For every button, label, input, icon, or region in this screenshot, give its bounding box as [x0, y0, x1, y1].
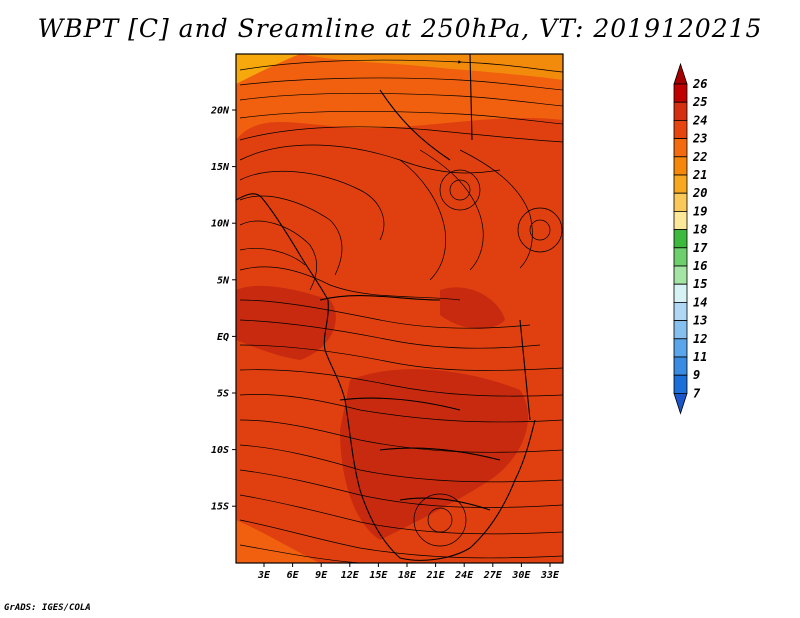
- lon-tick-label: 3E: [257, 570, 271, 581]
- lon-tick-label: 27E: [483, 570, 503, 581]
- lon-tick-label: 6E: [287, 570, 300, 581]
- grads-credit: GrADS: IGES/COLA: [4, 603, 91, 613]
- colorbar-bin: [673, 229, 688, 249]
- lon-tick-label: 9E: [315, 570, 328, 581]
- colorbar-bin: [673, 356, 688, 376]
- field-north-orange: [300, 54, 563, 80]
- field-south-dark: [340, 369, 529, 540]
- lat-tick-label: 10S: [211, 445, 229, 456]
- field-northwest-amber: [236, 54, 300, 84]
- lon-tick-label: 12E: [341, 570, 360, 581]
- lat-tick-label: EQ: [217, 332, 229, 343]
- field-north-light: [236, 54, 563, 140]
- lon-tick-label: 15E: [369, 570, 388, 581]
- colorbar-level-label: 24: [692, 113, 707, 127]
- latitude-axis: 20N 15N 10N 5N EQ 5S 10S 15S: [210, 106, 236, 513]
- colorbar-bin: [673, 83, 688, 103]
- lon-tick-label: 30E: [511, 570, 531, 581]
- colorbar-bin: [673, 174, 688, 194]
- map-frame: [235, 53, 564, 564]
- colorbar-level-label: 11: [693, 350, 707, 364]
- colorbar-level-label: 7: [693, 386, 701, 400]
- colorbar-bin: [673, 101, 688, 121]
- colorbar-level-label: 23: [692, 132, 707, 146]
- colorbar-bottom-arrow: [673, 393, 688, 415]
- colorbar-level-label: 16: [693, 259, 707, 273]
- colorbar-level-label: 13: [693, 314, 707, 328]
- country-borders: [236, 54, 536, 561]
- lat-tick-label: 20N: [210, 106, 230, 117]
- lon-tick-label: 18E: [398, 570, 417, 581]
- colorbar-level-label: 9: [693, 368, 700, 382]
- colorbar-bin: [673, 374, 688, 394]
- colorbar-level-label: 21: [692, 168, 707, 182]
- lat-tick-label: 15S: [211, 502, 229, 513]
- colorbar-bin: [673, 192, 688, 212]
- field-equator-dark: [236, 285, 336, 360]
- colorbar-bin: [673, 138, 688, 158]
- colorbar-top-arrow: [673, 62, 688, 85]
- map-title: WBPT [C] and Sreamline at 250hPa, VT: 20…: [37, 14, 763, 43]
- colorbar-bin: [673, 301, 688, 321]
- lat-tick-label: 15N: [211, 162, 230, 173]
- colorbar-bin: [673, 265, 688, 285]
- field-east-dark: [440, 287, 505, 330]
- lon-tick-label: 24E: [454, 570, 474, 581]
- streamlines: [239, 59, 563, 563]
- colorbar-level-label: 15: [693, 277, 707, 291]
- colorbar-bin: [673, 120, 688, 140]
- colorbar-bin: [673, 338, 688, 358]
- colorbar-level-label: 25: [692, 95, 707, 109]
- temperature-field: [236, 54, 563, 563]
- longitude-axis: 3E 6E 9E 12E 15E 18E 21E 24E 27E 30E 33E: [257, 563, 560, 581]
- lon-tick-label: 33E: [540, 570, 560, 581]
- colorbar-level-label: 26: [692, 77, 707, 91]
- colorbar-level-label: 17: [693, 241, 708, 255]
- field-southwest-light: [236, 520, 320, 563]
- colorbar-level-label: 20: [692, 186, 707, 200]
- lat-tick-label: 5S: [217, 389, 229, 400]
- colorbar-level-label: 18: [693, 223, 707, 237]
- colorbar-bin: [673, 247, 688, 267]
- colorbar-bin: [673, 320, 688, 340]
- colorbar-level-label: 14: [693, 295, 707, 309]
- colorbar-level-label: 12: [693, 332, 707, 346]
- colorbar-bin: [673, 283, 688, 303]
- lat-tick-label: 5N: [217, 275, 230, 286]
- colorbar-level-label: 19: [693, 204, 707, 218]
- lat-tick-label: 10N: [211, 219, 230, 230]
- colorbar-level-label: 22: [692, 150, 707, 164]
- colorbar-bin: [673, 210, 688, 230]
- colorbar-bin: [673, 156, 688, 176]
- lon-tick-label: 21E: [426, 570, 446, 581]
- colorbar: 26 25 24 23 22 21 20 19 18 17 16 15 14 13 12 11 9 7: [673, 62, 708, 415]
